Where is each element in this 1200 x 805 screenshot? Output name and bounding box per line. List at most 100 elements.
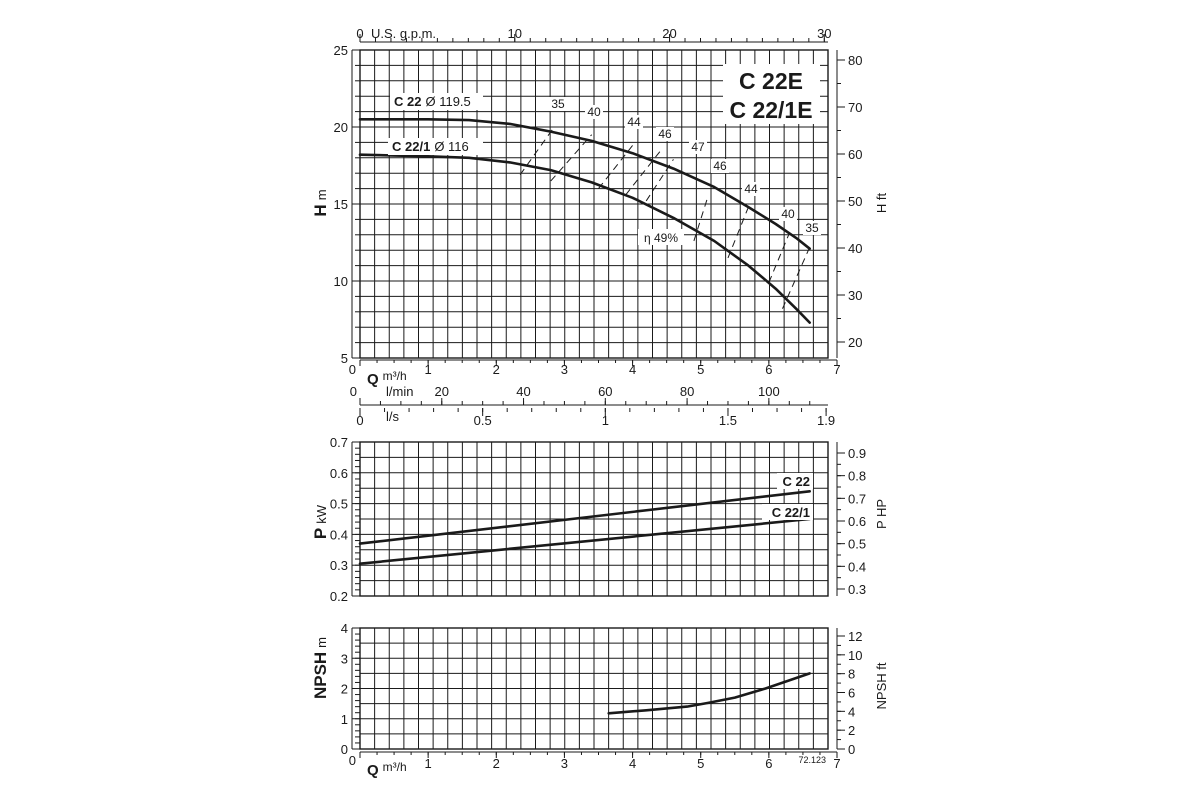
lmin-tick-label: 40 (516, 384, 530, 399)
y-axis-title-power: PkW (311, 504, 330, 539)
y-right-tick-label: 50 (848, 194, 862, 209)
q-tick-label: 3 (561, 362, 568, 377)
q-zero-label-bottom: 0 (349, 753, 356, 768)
y-tick-label: 25 (334, 43, 348, 58)
series-label-c22-1: C 22/1 Ø 116 (392, 139, 469, 154)
y-right-tick-label: 4 (848, 704, 855, 719)
efficiency-label-bg (711, 159, 729, 173)
power-label-c22-bg (777, 473, 813, 489)
y-tick-label: 15 (334, 197, 348, 212)
gpm-tick-label: 0 (356, 26, 363, 41)
gpm-tick-label: 20 (662, 26, 676, 41)
q-tick-label: 6 (765, 756, 772, 771)
y-right-title-head: H ft (874, 193, 889, 214)
efficiency-label-bg (689, 140, 707, 154)
q-unit: m³/h (383, 369, 407, 383)
y-tick-label: 0.4 (330, 527, 348, 542)
efficiency-label: 44 (744, 182, 758, 196)
q-tick-label: 7 (833, 756, 840, 771)
q-tick-label: 1 (425, 362, 432, 377)
efficiency-label-bg (742, 182, 760, 196)
y-axis-title-npsh: NPSH m (311, 637, 330, 699)
y-right-title-power: P HP (874, 499, 889, 529)
power-curve-c22 (358, 490, 811, 545)
y-tick-label: 3 (341, 651, 348, 666)
q-tick-label: 5 (697, 756, 704, 771)
efficiency-label-bg (625, 115, 643, 129)
ls-tick-label: 1.9 (817, 413, 835, 428)
q-zero-label: 0 (349, 362, 356, 377)
lmin-tick-label: 20 (435, 384, 449, 399)
y-right-tick-label: 0 (848, 742, 855, 757)
y-right-tick-label: 60 (848, 147, 862, 162)
efficiency-line (693, 197, 709, 242)
y-right-tick-label: 10 (848, 648, 862, 663)
y-tick-label: 0 (341, 742, 348, 757)
q-tick-label: 1 (425, 756, 432, 771)
head-curve-c22 (358, 118, 811, 250)
y-tick-label: 4 (341, 621, 348, 636)
series-name-rest: Ø 119.5 (425, 94, 470, 109)
y-tick-label: 20 (334, 120, 348, 135)
efficiency-line (550, 134, 593, 182)
power-curve-c22-1 (358, 517, 811, 565)
gpm-tick-label: 30 (817, 26, 831, 41)
q-unit: m³/h (383, 760, 407, 774)
y-axis-unit: m (314, 189, 329, 200)
y-axis-symbol: H (311, 204, 330, 216)
power-label-c22-1-bg (762, 504, 813, 520)
chart-code: 72.123 (798, 755, 826, 765)
efficiency-label: 46 (713, 159, 727, 173)
efficiency-label: 40 (781, 207, 795, 221)
y-right-tick-label: 12 (848, 629, 862, 644)
y-axis-title-head: Hm (311, 189, 330, 216)
y-axis-unit: m (314, 637, 329, 648)
y-tick-label: 0.3 (330, 558, 348, 573)
y-tick-label: 0.5 (330, 497, 348, 512)
y-axis-symbol: P (311, 528, 330, 539)
gpm-unit-label: U.S. g.p.m. (371, 26, 436, 41)
q-symbol: Q (367, 762, 379, 779)
head-curve-c22-1 (358, 153, 811, 324)
efficiency-line (519, 126, 555, 176)
y-right-tick-label: 0.8 (848, 469, 866, 484)
efficiency-line (598, 145, 633, 189)
series-label-c22: C 22 Ø 119.5 (394, 94, 471, 109)
series-label-c22-bg (390, 93, 483, 110)
efficiency-line (625, 151, 661, 196)
y-axis-unit: kW (314, 504, 329, 524)
npsh-curve (607, 672, 811, 715)
efficiency-label-bg (803, 221, 821, 235)
y-right-tick-label: 0.5 (848, 537, 866, 552)
power-label-c22: C 22 (783, 474, 810, 489)
plot-frame (359, 441, 829, 597)
y-tick-label: 2 (341, 682, 348, 697)
y-right-tick-label: 2 (848, 723, 855, 738)
y-right-tick-label: 70 (848, 100, 862, 115)
y-right-tick-label: 8 (848, 667, 855, 682)
q-tick-label: 2 (493, 756, 500, 771)
y-right-tick-label: 80 (848, 53, 862, 68)
y-tick-label: 0.7 (330, 435, 348, 450)
y-right-tick-label: 0.6 (848, 514, 866, 529)
ls-tick-label: 0 (356, 413, 363, 428)
ls-tick-label: 1.5 (719, 413, 737, 428)
y-right-tick-label: 20 (848, 335, 862, 350)
lmin-tick-label: 100 (758, 384, 780, 399)
y-tick-label: 1 (341, 712, 348, 727)
efficiency-label-bg (549, 97, 567, 111)
lmin-unit-label: l/min (386, 384, 413, 399)
efficiency-label-bg (585, 105, 603, 119)
series-name-bold: C 22/1 (392, 139, 430, 154)
efficiency-label: 47 (691, 140, 705, 154)
efficiency-label-bg (779, 207, 797, 221)
q-tick-label: 4 (629, 362, 636, 377)
y-right-tick-label: 0.3 (848, 582, 866, 597)
ls-unit-label: l/s (386, 409, 400, 424)
lmin-tick-label: 0 (350, 384, 357, 399)
efficiency-label: 35 (551, 97, 565, 111)
q-tick-label: 5 (697, 362, 704, 377)
